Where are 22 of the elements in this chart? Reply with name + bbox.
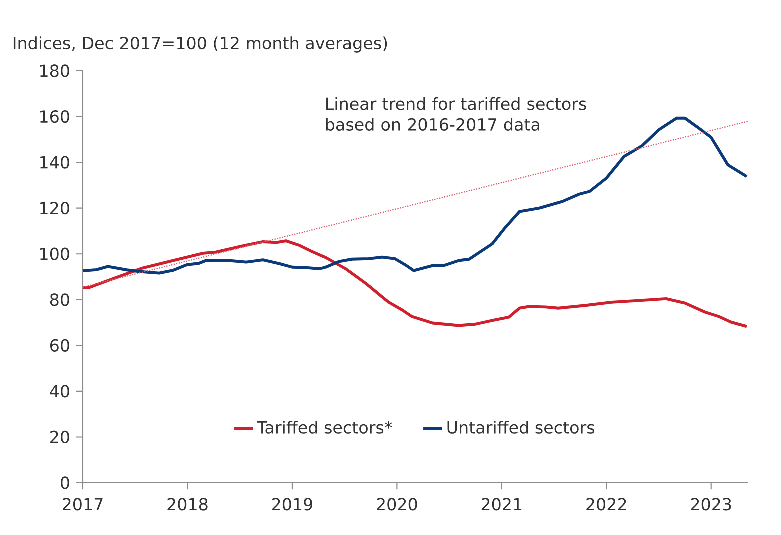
- y-tick-label: 160: [40, 110, 70, 124]
- y-tick-label: 0: [61, 476, 70, 490]
- x-tick-label: 2022: [586, 498, 626, 511]
- legend-label: Untariffed sectors: [448, 421, 594, 434]
- x-tick-label: 2017: [63, 498, 103, 511]
- y-tick-label: 120: [40, 202, 70, 215]
- y-tick-label: 60: [50, 339, 70, 352]
- x-tick-label: 2018: [168, 498, 208, 511]
- line-series: [82, 240, 748, 328]
- y-tick-label: 80: [50, 294, 70, 306]
- x-tick-label: 2023: [691, 498, 732, 511]
- x-tick-label: 2019: [272, 498, 312, 511]
- x-tick-label: 2021: [482, 498, 522, 511]
- y-tick-label: 140: [40, 156, 70, 169]
- annotation: Linear trend for tariffed sectors based on 2016-2017 data: [326, 97, 586, 131]
- y-axis-title: Indices, Dec 2017=100 (12 month averages): [14, 36, 388, 53]
- x-tick-label: 2020: [377, 498, 418, 511]
- y-tick-label: 180: [40, 64, 70, 78]
- y-tick-label: 20: [50, 430, 70, 444]
- y-tick-label: 40: [50, 385, 70, 398]
- legend-label: Tariffed sectors*: [257, 421, 392, 434]
- y-tick-label: 100: [40, 248, 70, 260]
